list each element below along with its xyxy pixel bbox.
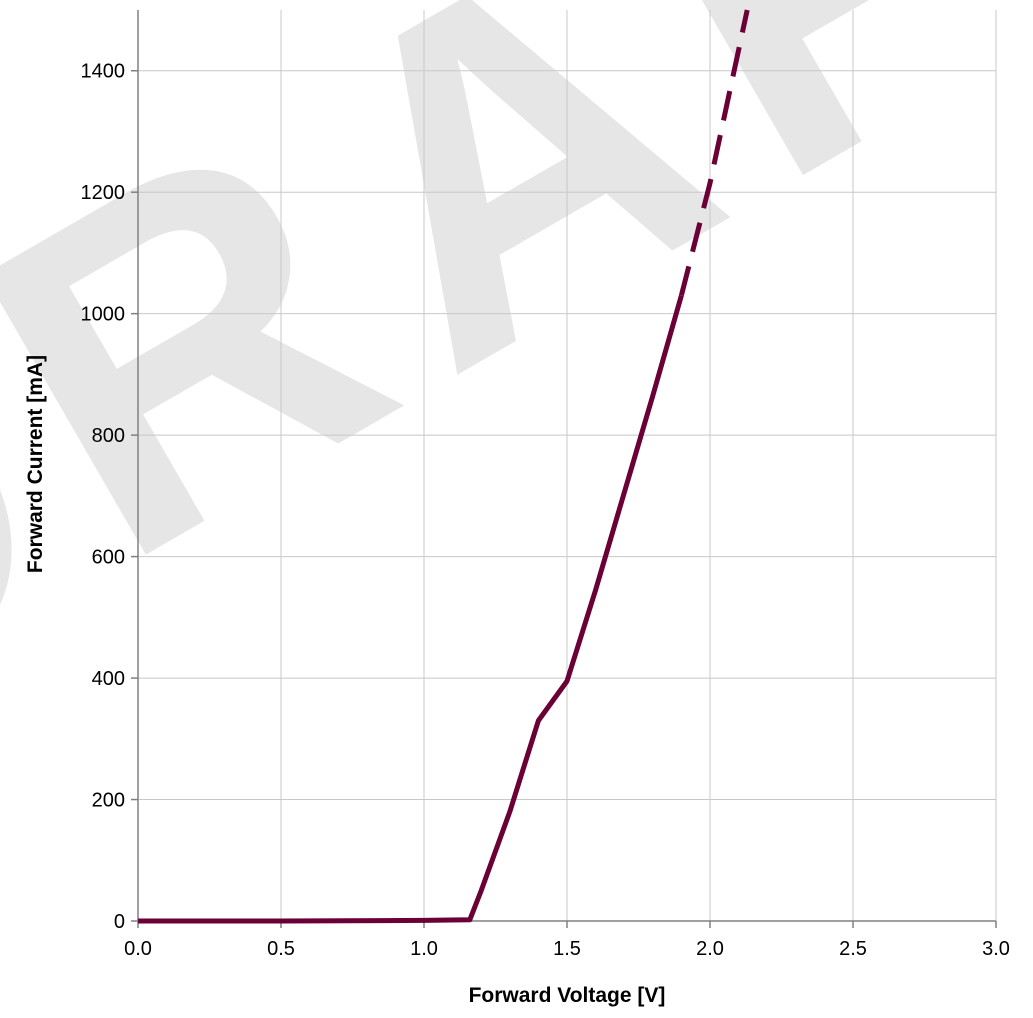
- series-line-solid: [138, 294, 684, 924]
- draft-watermark: DRAFT: [0, 0, 1033, 847]
- x-tick-label: 2.5: [839, 938, 867, 960]
- y-tick-label: 1400: [81, 61, 126, 83]
- y-tick-label: 200: [92, 790, 125, 812]
- series-lines: [138, 9, 750, 924]
- series-line-dashed: [678, 9, 750, 297]
- x-tick-label: 2.0: [696, 938, 724, 960]
- x-axis-title: Forward Voltage [V]: [469, 984, 666, 1007]
- y-tick-label: 1000: [81, 304, 126, 326]
- grid-lines: [138, 10, 997, 921]
- x-tick-label: 1.5: [553, 938, 581, 960]
- x-tick-label: 3.0: [982, 938, 1010, 960]
- x-tick-label: 1.0: [410, 938, 438, 960]
- y-tick-label: 0: [114, 911, 125, 933]
- y-tick-labels: 0 200 400 600 800 1000 1200 1400: [81, 61, 126, 933]
- y-tick-label: 400: [92, 668, 125, 690]
- watermark-text: DRAFT: [0, 0, 1033, 847]
- y-tick-label: 800: [92, 425, 125, 447]
- x-tick-labels: 0.0 0.5 1.0 1.5 2.0 2.5 3.0: [124, 938, 1010, 960]
- y-tick-label: 600: [92, 547, 125, 569]
- x-tick-label: 0.0: [124, 938, 152, 960]
- y-axis-title: Forward Current [mA]: [24, 355, 47, 573]
- x-tick-label: 0.5: [267, 938, 295, 960]
- y-tick-label: 1200: [81, 182, 126, 204]
